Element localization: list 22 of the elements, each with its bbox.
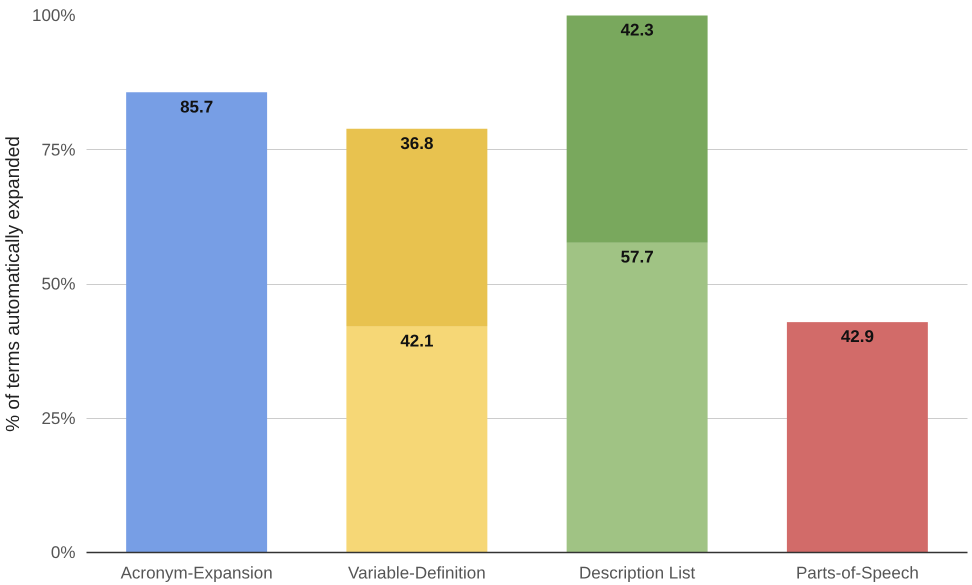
bar: [346, 326, 488, 552]
data-label: 57.7: [620, 248, 654, 267]
y-tick-label: 0%: [50, 543, 76, 562]
x-tick-label: Description List: [579, 564, 696, 582]
x-tick-label: Acronym-Expansion: [120, 564, 273, 582]
y-tick-label: 100%: [32, 6, 76, 25]
bar: [346, 128, 488, 326]
bar: [566, 242, 708, 552]
y-tick-label: 75%: [41, 140, 76, 160]
data-label: 42.1: [400, 331, 434, 350]
y-tick-label: 50%: [41, 274, 76, 294]
y-axis-title: % of terms automatically expanded: [3, 136, 24, 432]
y-tick-label: 25%: [41, 408, 76, 428]
data-label: 42.9: [840, 327, 874, 346]
bar: [126, 92, 268, 552]
bar: [786, 322, 928, 552]
x-tick-label: Parts-of-Speech: [796, 564, 919, 582]
x-tick-label: Variable-Definition: [348, 564, 486, 582]
data-label: 85.7: [180, 97, 214, 116]
data-label: 42.3: [620, 20, 654, 40]
data-label: 36.8: [400, 134, 434, 153]
bar: [566, 16, 708, 243]
